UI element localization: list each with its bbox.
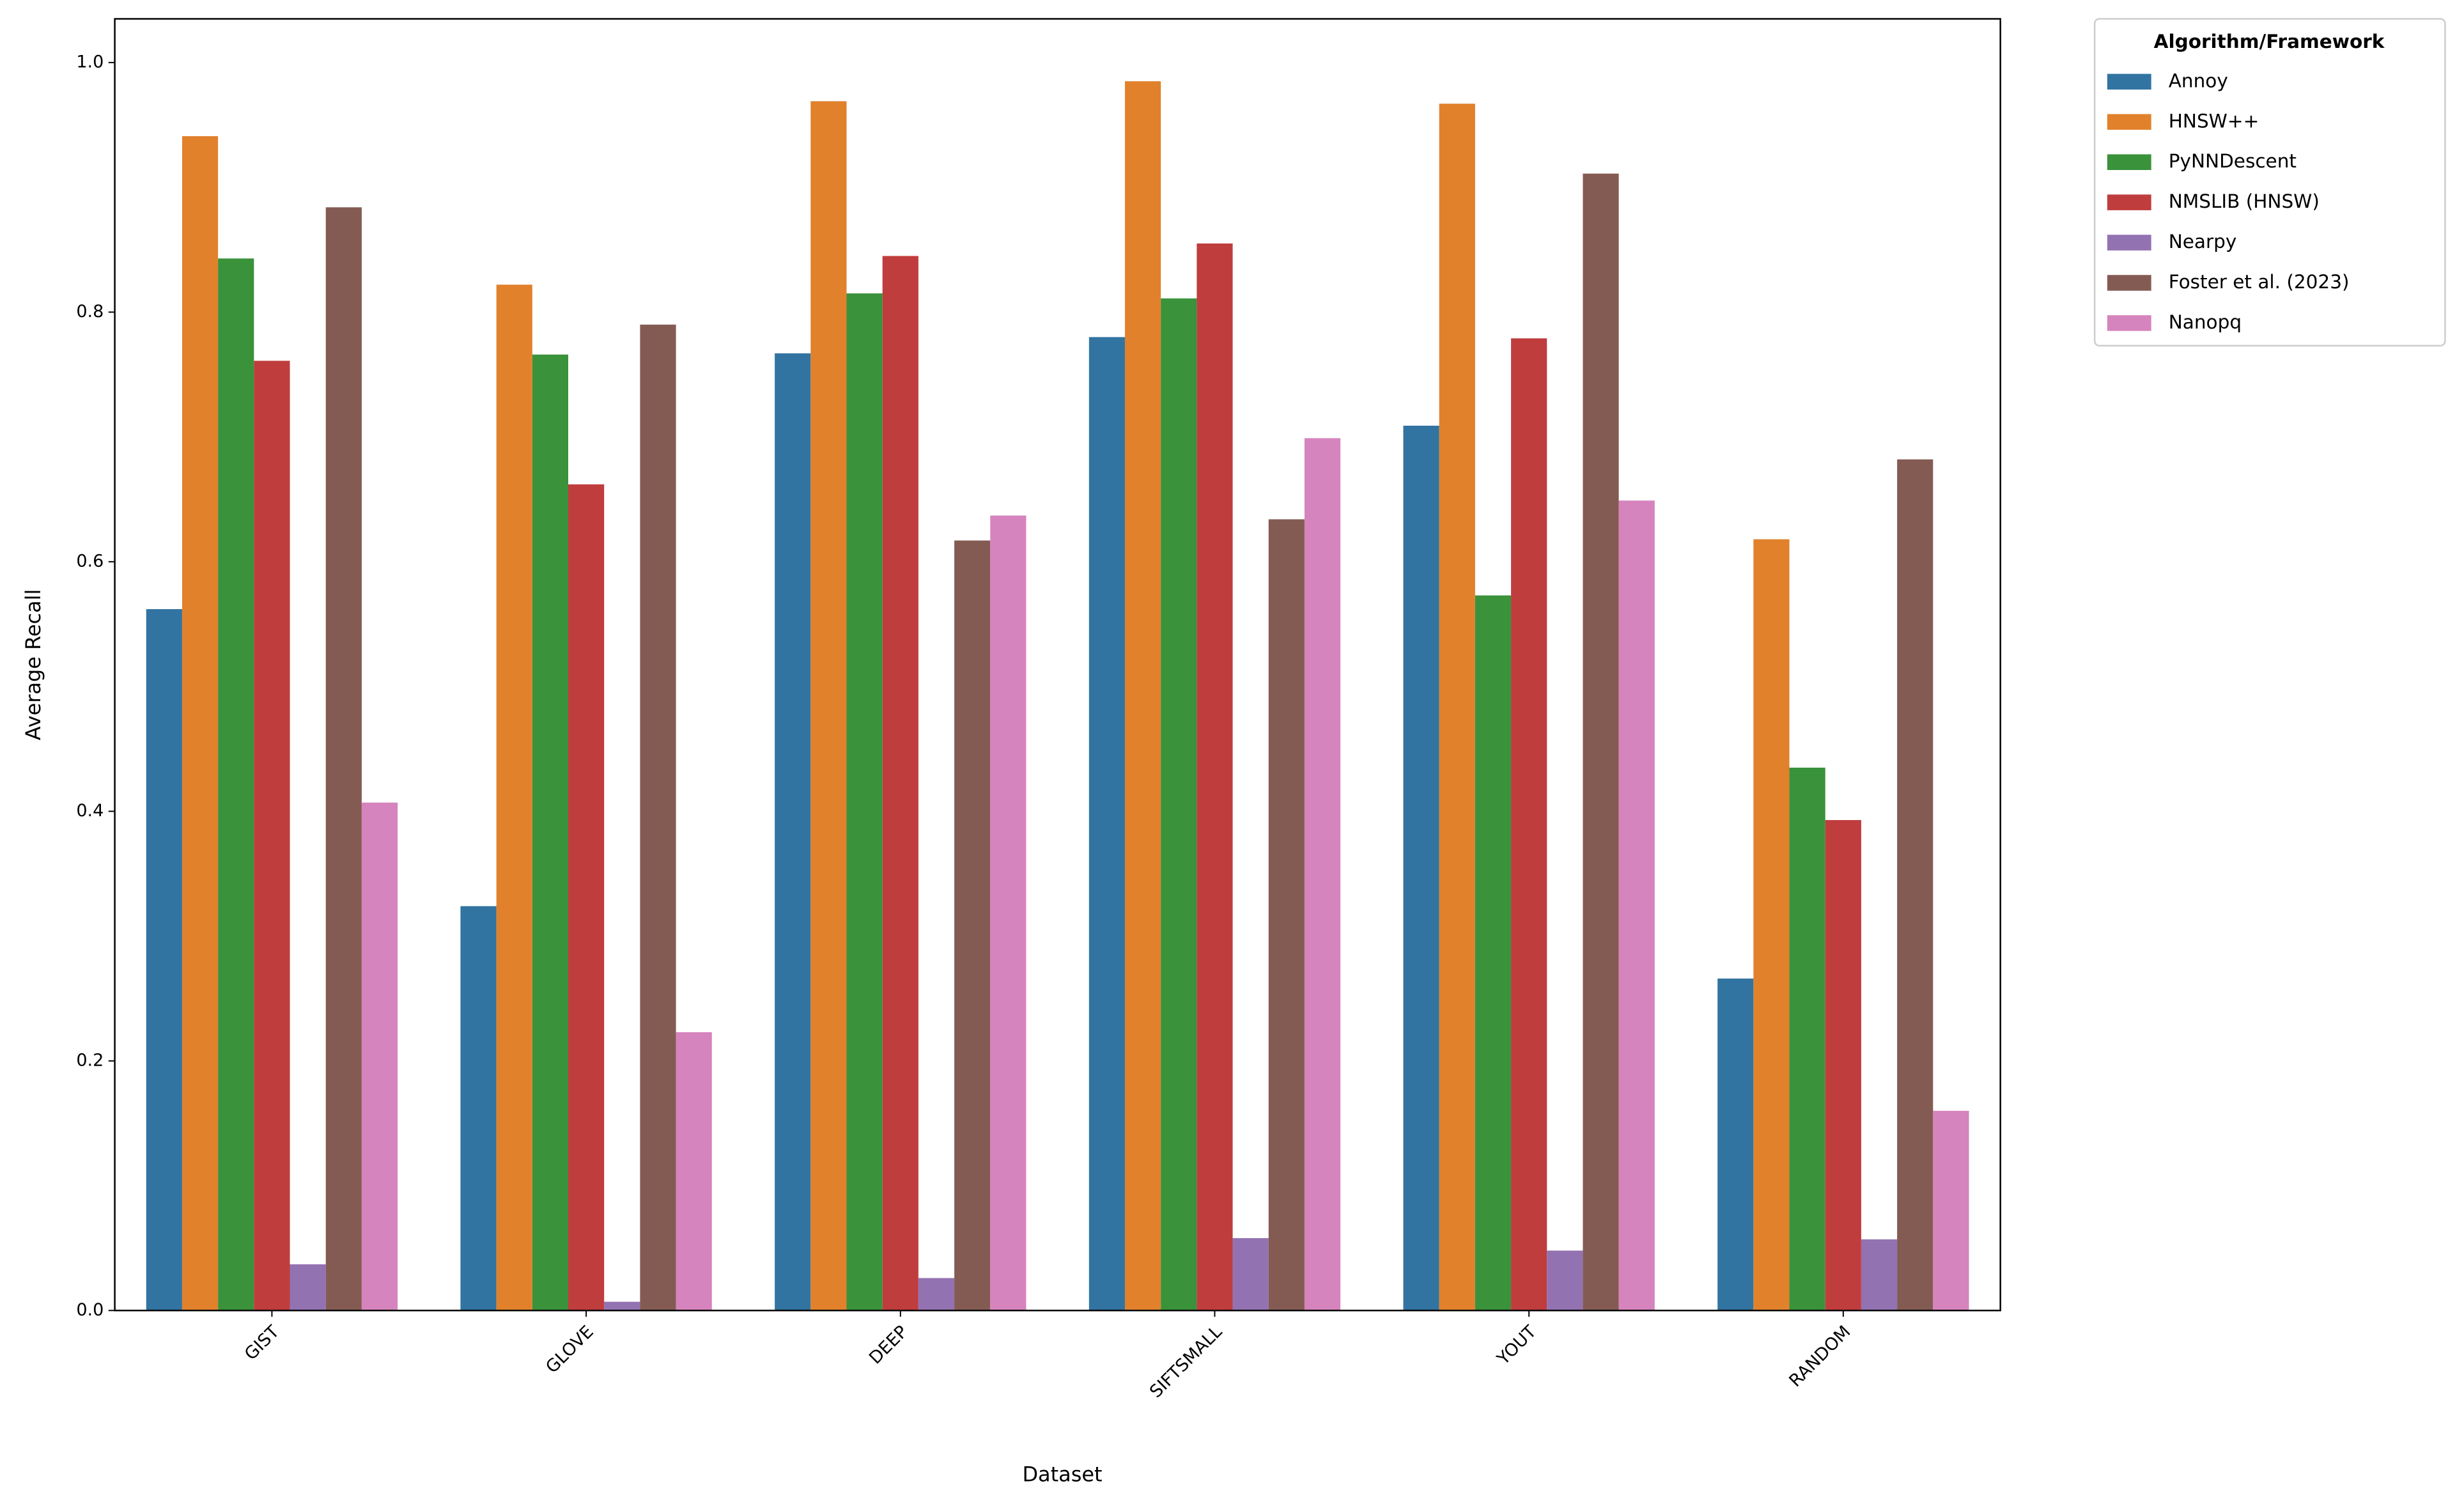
y-tick-label: 0.2	[76, 1050, 104, 1070]
legend-label: Foster et al. (2023)	[2169, 271, 2350, 293]
bar	[1439, 104, 1475, 1311]
legend-swatch	[2107, 275, 2151, 291]
bar	[775, 353, 811, 1311]
legend-swatch	[2107, 74, 2151, 90]
x-axis-label: Dataset	[1022, 1462, 1102, 1486]
y-axis-label: Average Recall	[21, 589, 45, 741]
bar	[325, 207, 362, 1311]
bar	[1511, 338, 1547, 1311]
bar	[1789, 767, 1825, 1311]
bar	[1197, 243, 1233, 1311]
bar	[1583, 173, 1619, 1311]
legend-swatch	[2107, 235, 2151, 251]
bar	[918, 1278, 955, 1311]
legend-label: Nanopq	[2169, 311, 2242, 333]
bar	[882, 256, 918, 1311]
y-tick-label: 0.4	[76, 801, 104, 821]
y-tick-label: 0.6	[76, 551, 104, 571]
bar	[954, 540, 991, 1311]
bar	[1547, 1250, 1583, 1311]
bar	[290, 1264, 326, 1311]
bar	[361, 802, 398, 1311]
bar	[254, 360, 290, 1311]
bar	[1933, 1110, 1969, 1311]
bar	[604, 1301, 640, 1311]
legend-swatch	[2107, 315, 2151, 331]
legend-swatch	[2107, 114, 2151, 130]
legend-swatch	[2107, 154, 2151, 170]
legend-label: Nearpy	[2169, 231, 2237, 252]
bar	[496, 284, 532, 1311]
bar	[1268, 519, 1305, 1311]
bar	[146, 609, 182, 1311]
y-tick-label: 0.0	[76, 1300, 104, 1320]
bar	[460, 906, 497, 1311]
legend-label: HNSW++	[2169, 110, 2259, 132]
legend-box	[2093, 18, 2446, 347]
bar	[1825, 819, 1861, 1311]
bar	[1897, 459, 1933, 1311]
bar	[1475, 595, 1512, 1311]
bar	[1861, 1239, 1898, 1311]
y-tick-label: 0.8	[76, 302, 104, 322]
y-tick-label: 1.0	[76, 52, 104, 72]
legend-title: Algorithm/Framework	[2154, 31, 2385, 52]
bar	[1753, 539, 1790, 1311]
bar	[532, 354, 569, 1311]
legend-label: PyNNDescent	[2169, 150, 2297, 172]
bar	[1403, 426, 1439, 1311]
bar	[1304, 438, 1341, 1311]
legend-label: Annoy	[2169, 70, 2228, 91]
bar	[1232, 1238, 1269, 1311]
bar	[182, 136, 219, 1311]
plot-frame	[114, 18, 2001, 1312]
bar	[846, 293, 883, 1311]
bar	[568, 484, 605, 1311]
bar	[810, 101, 847, 1311]
bar	[1124, 81, 1161, 1311]
bar	[1717, 978, 1754, 1311]
legend-swatch	[2107, 194, 2151, 210]
bar	[640, 324, 676, 1311]
bar	[1618, 500, 1655, 1311]
bar	[676, 1032, 712, 1311]
bar	[990, 515, 1027, 1311]
bar	[1089, 337, 1125, 1311]
bar	[218, 258, 254, 1311]
legend-label: NMSLIB (HNSW)	[2169, 190, 2320, 212]
bar	[1161, 298, 1197, 1311]
